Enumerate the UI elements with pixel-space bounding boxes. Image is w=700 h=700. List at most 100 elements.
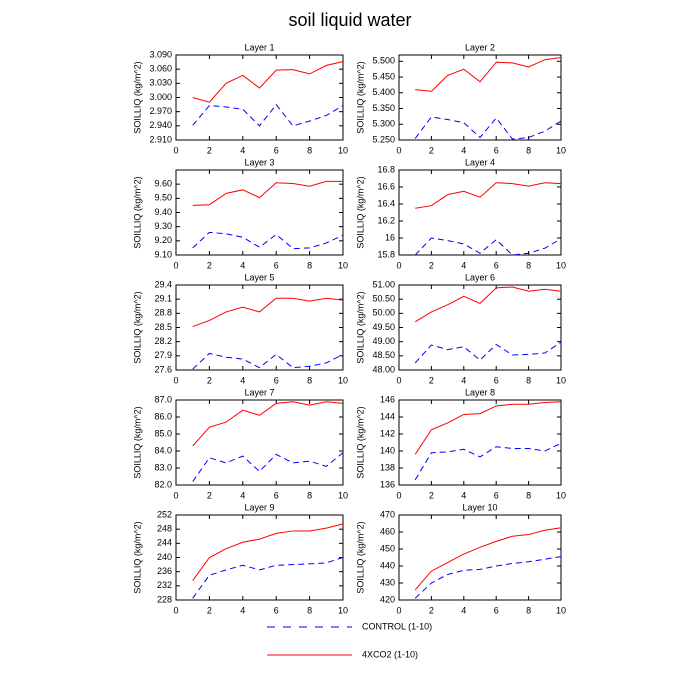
series-line: [414, 237, 562, 256]
y-tick-label: 49.00: [372, 336, 395, 346]
y-tick-label: 244: [157, 538, 172, 548]
panel-title: Layer 10: [462, 502, 497, 512]
plot-frame: [398, 399, 562, 486]
x-tick-label: 10: [556, 605, 566, 615]
x-tick-label: 4: [240, 145, 245, 155]
x-tick-label: 10: [338, 145, 348, 155]
panel-title: Layer 3: [244, 157, 274, 167]
y-axis-label: SOILLIQ (kg/m^2): [355, 61, 365, 133]
y-tick-label: 252: [157, 509, 172, 519]
y-tick-label: 5.250: [372, 134, 395, 144]
series-line: [414, 442, 562, 481]
panel-title: Layer 6: [465, 272, 495, 282]
x-tick-label: 8: [307, 490, 312, 500]
series-line: [414, 341, 562, 364]
x-tick-label: 6: [274, 375, 279, 385]
x-tick-label: 2: [429, 260, 434, 270]
x-tick-label: 4: [240, 260, 245, 270]
series-line: [192, 297, 344, 328]
y-tick-label: 430: [380, 577, 395, 587]
panel-title: Layer 2: [465, 42, 495, 52]
y-axis-label: SOILLIQ (kg/m^2): [355, 521, 365, 593]
y-tick-label: 28.5: [154, 322, 172, 332]
y-tick-label: 50.50: [372, 294, 395, 304]
y-tick-label: 48.50: [372, 350, 395, 360]
x-tick-label: 10: [556, 490, 566, 500]
y-tick-label: 144: [380, 411, 395, 421]
y-tick-label: 27.6: [154, 364, 172, 374]
y-tick-label: 9.60: [154, 179, 172, 189]
series-line: [192, 231, 344, 250]
x-tick-label: 2: [207, 260, 212, 270]
x-tick-label: 0: [396, 260, 401, 270]
x-tick-label: 0: [173, 260, 178, 270]
y-tick-label: 5.400: [372, 87, 395, 97]
series-line: [192, 452, 344, 482]
panel-title: Layer 5: [244, 272, 274, 282]
panel-title: Layer 1: [244, 42, 274, 52]
plot-frame: [398, 284, 562, 371]
x-tick-label: 0: [396, 145, 401, 155]
y-tick-label: 16.6: [377, 181, 395, 191]
x-tick-label: 2: [207, 375, 212, 385]
y-axis-label: SOILLIQ (kg/m^2): [355, 176, 365, 248]
panel-title: Layer 4: [465, 157, 495, 167]
y-tick-label: 440: [380, 560, 395, 570]
x-tick-label: 0: [173, 605, 178, 615]
series-line: [192, 401, 344, 447]
x-tick-label: 6: [494, 260, 499, 270]
series-line: [414, 527, 562, 591]
y-tick-label: 236: [157, 566, 172, 576]
y-tick-label: 16: [385, 232, 395, 242]
plot-frame: [398, 54, 562, 141]
series-line: [192, 523, 344, 581]
x-tick-label: 6: [274, 145, 279, 155]
x-tick-label: 10: [338, 490, 348, 500]
x-tick-label: 6: [494, 375, 499, 385]
x-tick-label: 0: [173, 490, 178, 500]
y-tick-label: 83.0: [154, 462, 172, 472]
x-tick-label: 8: [526, 605, 531, 615]
x-tick-label: 2: [429, 490, 434, 500]
y-tick-label: 84.0: [154, 445, 172, 455]
series-line: [192, 103, 344, 127]
y-tick-label: 29.1: [154, 294, 172, 304]
y-tick-label: 450: [380, 543, 395, 553]
x-tick-label: 10: [338, 260, 348, 270]
y-tick-label: 2.940: [149, 120, 172, 130]
panel-title: Layer 7: [244, 387, 274, 397]
x-tick-label: 8: [307, 375, 312, 385]
series-line: [414, 286, 562, 323]
y-axis-label: SOILLIQ (kg/m^2): [132, 291, 142, 363]
y-tick-label: 28.2: [154, 336, 172, 346]
x-tick-label: 10: [556, 145, 566, 155]
y-tick-label: 29.4: [154, 279, 172, 289]
y-tick-label: 3.030: [149, 78, 172, 88]
plot-frame: [175, 284, 344, 371]
x-tick-label: 8: [526, 490, 531, 500]
series-line: [192, 180, 343, 206]
y-axis-label: SOILLIQ (kg/m^2): [355, 406, 365, 478]
x-tick-label: 2: [429, 145, 434, 155]
y-tick-label: 136: [380, 479, 395, 489]
x-tick-label: 4: [461, 490, 466, 500]
x-tick-label: 6: [494, 490, 499, 500]
x-tick-label: 10: [338, 375, 348, 385]
y-tick-label: 87.0: [154, 394, 172, 404]
y-tick-label: 9.20: [154, 235, 172, 245]
plot-frame: [398, 514, 562, 601]
y-axis-label: SOILLIQ (kg/m^2): [132, 176, 142, 248]
y-tick-label: 82.0: [154, 479, 172, 489]
x-tick-label: 8: [307, 605, 312, 615]
legend-label: CONTROL (1-10): [362, 621, 432, 631]
y-tick-label: 3.000: [149, 92, 172, 102]
plot-frame: [175, 399, 344, 486]
x-tick-label: 6: [494, 145, 499, 155]
y-tick-label: 50.00: [372, 308, 395, 318]
y-tick-label: 9.50: [154, 193, 172, 203]
y-tick-label: 2.910: [149, 134, 172, 144]
legend-label: 4XCO2 (1-10): [362, 649, 418, 659]
x-tick-label: 2: [207, 145, 212, 155]
x-tick-label: 8: [307, 145, 312, 155]
